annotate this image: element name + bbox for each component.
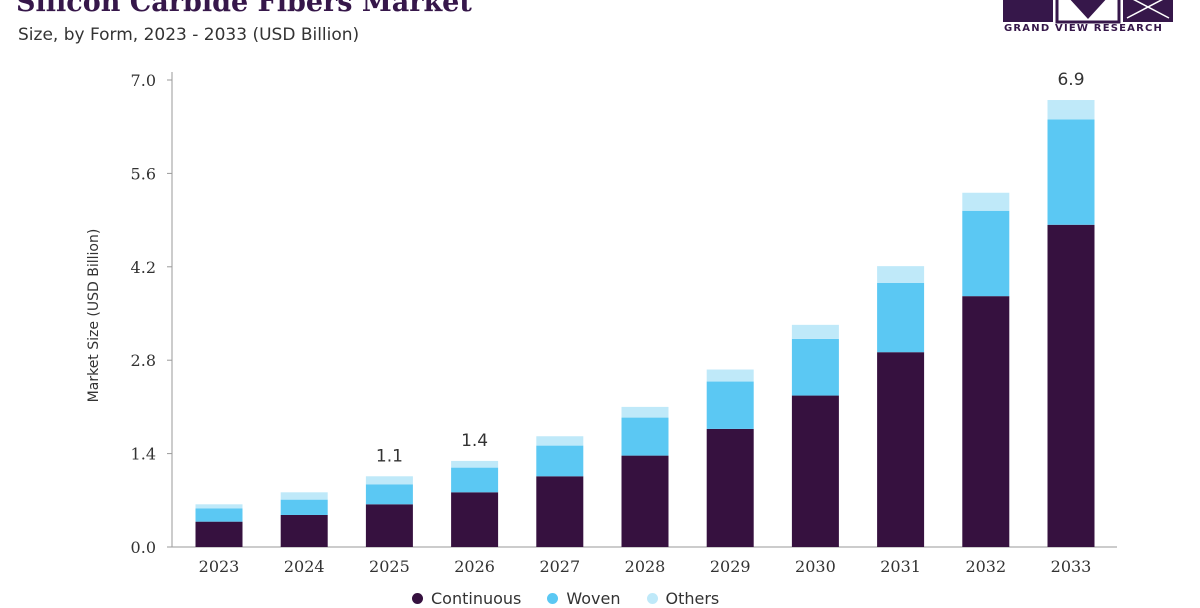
y-axis-title: Market Size (USD Billion) [86, 229, 102, 403]
bar-others-2032 [962, 192, 1010, 211]
bar-continuous-2033 [1047, 224, 1095, 547]
grand-view-research-logo [1003, 0, 1173, 24]
bar-continuous-2029 [706, 428, 754, 547]
bar-others-2033 [1047, 100, 1095, 120]
x-tick-label: 2023 [199, 557, 240, 576]
bar-others-2031 [877, 266, 925, 283]
y-tick-label: 7.0 [131, 71, 156, 90]
legend-item-continuous: Continuous [412, 589, 521, 608]
y-tick-label: 1.4 [131, 445, 156, 464]
data-label-2025: 1.1 [376, 446, 403, 466]
bar-continuous-2026 [451, 492, 499, 547]
y-tick-label: 0.0 [131, 538, 156, 557]
x-tick-label: 2026 [454, 557, 495, 576]
data-label-2026: 1.4 [461, 431, 488, 451]
bar-others-2027 [536, 436, 584, 446]
bar-others-2030 [791, 324, 839, 339]
x-tick-label: 2033 [1051, 557, 1092, 576]
legend-swatch-others [646, 593, 658, 604]
bar-woven-2028 [621, 417, 669, 456]
x-tick-label: 2030 [795, 557, 836, 576]
bar-woven-2025 [365, 484, 413, 505]
bar-woven-2027 [536, 445, 584, 477]
legend-label-woven: Woven [566, 589, 621, 608]
bar-others-2024 [280, 492, 328, 500]
bar-continuous-2032 [962, 296, 1010, 547]
bar-woven-2026 [451, 467, 499, 493]
x-tick-label: 2029 [710, 557, 751, 576]
bar-others-2023 [195, 504, 243, 509]
bar-woven-2024 [280, 499, 328, 515]
bar-woven-2023 [195, 508, 243, 522]
legend: Continuous Woven Others [412, 589, 719, 608]
bar-continuous-2027 [536, 476, 584, 547]
legend-swatch-continuous [412, 593, 423, 604]
bar-continuous-2028 [621, 455, 669, 547]
x-tick-label: 2024 [284, 557, 325, 576]
x-tick-label: 2025 [369, 557, 410, 576]
bar-others-2028 [621, 406, 669, 418]
bar-continuous-2031 [877, 352, 925, 547]
legend-swatch-woven [547, 593, 559, 604]
chart-subtitle: Size, by Form, 2023 - 2033 (USD Billion) [18, 25, 360, 45]
bar-woven-2031 [877, 282, 925, 353]
bar-continuous-2023 [195, 521, 243, 547]
bar-woven-2033 [1047, 119, 1095, 225]
legend-item-woven: Woven [547, 589, 621, 608]
legend-label-others: Others [665, 589, 720, 608]
chart-title: Silicon Carbide Fibers Market [16, 0, 472, 18]
y-tick-label: 4.2 [131, 258, 156, 277]
legend-item-others: Others [646, 589, 720, 608]
bar-others-2025 [365, 476, 413, 485]
bar-woven-2032 [962, 210, 1010, 297]
bar-continuous-2030 [791, 395, 839, 547]
logo-text: GRAND VIEW RESEARCH [1004, 23, 1164, 34]
x-tick-label: 2031 [880, 557, 921, 576]
bar-continuous-2024 [280, 514, 328, 547]
x-tick-label: 2028 [625, 557, 666, 576]
legend-label-continuous: Continuous [431, 589, 522, 608]
bar-others-2026 [451, 460, 499, 468]
x-tick-label: 2032 [965, 557, 1006, 576]
bar-woven-2030 [791, 338, 839, 396]
data-label-2033: 6.9 [1057, 70, 1084, 90]
y-tick-label: 5.6 [131, 164, 156, 183]
bar-others-2029 [706, 369, 754, 382]
y-tick-label: 2.8 [131, 351, 156, 370]
bar-woven-2029 [706, 381, 754, 429]
x-tick-label: 2027 [539, 557, 580, 576]
bar-continuous-2025 [365, 504, 413, 547]
